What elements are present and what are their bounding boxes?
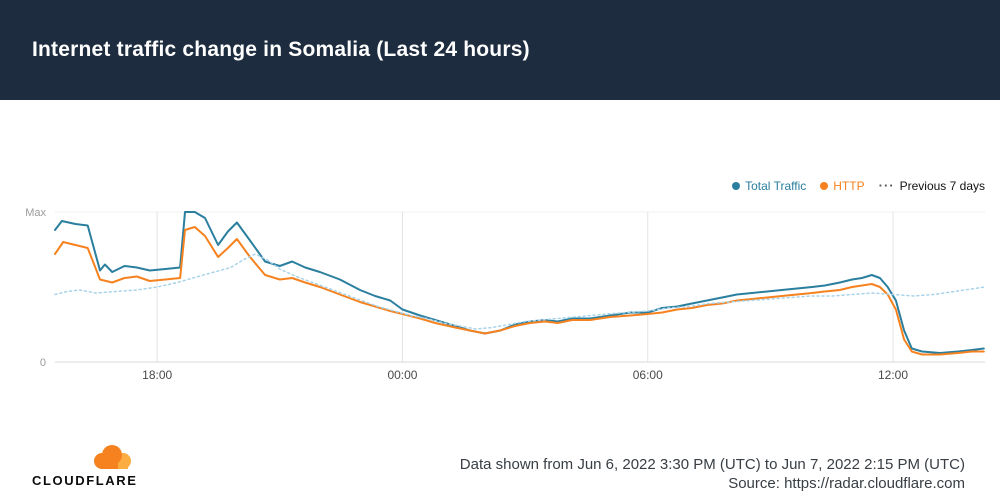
x-tick-label: 12:00 <box>878 368 908 382</box>
cloudflare-logo: CLOUDFLARE <box>32 444 138 488</box>
cloudflare-wordmark: CLOUDFLARE <box>32 473 138 488</box>
footer-meta: Data shown from Jun 6, 2022 3:30 PM (UTC… <box>460 455 965 493</box>
y-tick-label: Max <box>25 207 46 219</box>
legend-label-http: HTTP <box>833 179 865 193</box>
cloudflare-cloud-icon <box>88 445 136 470</box>
total-traffic-dot-icon <box>732 182 741 190</box>
x-tick-label: 06:00 <box>633 368 663 382</box>
http-dot-icon <box>820 182 829 190</box>
y-tick-label: 0 <box>40 357 46 369</box>
x-tick-label: 00:00 <box>387 368 417 382</box>
source-text: Source: https://radar.cloudflare.com <box>728 475 965 492</box>
legend: Total Traffic HTTP ··· Previous 7 days <box>732 179 985 193</box>
page-title: Internet traffic change in Somalia (Last… <box>32 38 530 61</box>
legend-item-http: HTTP <box>820 179 865 193</box>
header-bar: Internet traffic change in Somalia (Last… <box>0 0 1000 100</box>
previous-7-days-dots-icon: ··· <box>878 178 895 193</box>
traffic-line-chart: 18:00 00:00 06:00 12:00 Max 0 <box>25 207 986 382</box>
legend-item-previous-7-days: ··· Previous 7 days <box>879 179 985 193</box>
data-range-text: Data shown from Jun 6, 2022 3:30 PM (UTC… <box>459 456 965 473</box>
legend-label-previous-7-days: Previous 7 days <box>899 179 985 193</box>
series-line-previous-7-days <box>54 253 986 330</box>
series-line-http <box>54 226 985 356</box>
legend-item-total-traffic: Total Traffic <box>732 179 806 193</box>
series-line-total-traffic <box>54 211 985 354</box>
legend-label-total-traffic: Total Traffic <box>745 179 807 193</box>
x-tick-label: 18:00 <box>142 368 172 382</box>
